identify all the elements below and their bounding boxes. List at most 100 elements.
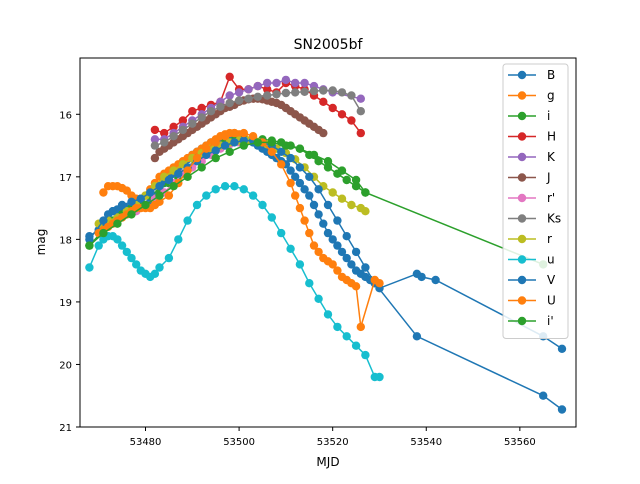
legend-entry: V bbox=[508, 273, 556, 287]
data-point bbox=[351, 282, 361, 291]
data-point bbox=[202, 191, 211, 200]
data-point bbox=[253, 92, 262, 102]
data-point bbox=[188, 107, 197, 116]
legend-label: J bbox=[546, 171, 551, 185]
data-point bbox=[356, 128, 365, 138]
legend-label: u bbox=[547, 253, 555, 267]
data-point bbox=[150, 135, 160, 144]
data-point bbox=[347, 260, 356, 269]
data-point bbox=[202, 144, 211, 153]
data-point bbox=[337, 166, 347, 175]
data-point bbox=[211, 185, 220, 194]
data-point bbox=[206, 107, 216, 116]
x-tick-label: 53520 bbox=[317, 437, 349, 448]
legend-label: H bbox=[547, 130, 556, 144]
data-point bbox=[150, 269, 160, 278]
data-point bbox=[183, 166, 192, 175]
data-point bbox=[244, 85, 253, 94]
data-point bbox=[85, 263, 94, 272]
legend-marker bbox=[517, 296, 527, 305]
data-point bbox=[347, 91, 356, 100]
x-tick-label: 53500 bbox=[223, 437, 255, 448]
x-axis-ticks: 53480 53500 53520 53540 53560 bbox=[130, 427, 536, 448]
data-point bbox=[178, 116, 188, 125]
axes-frame bbox=[79, 57, 577, 428]
legend-label: U bbox=[547, 294, 556, 308]
data-point bbox=[281, 88, 291, 98]
series-7 bbox=[150, 86, 365, 150]
data-point bbox=[361, 188, 370, 197]
data-point bbox=[286, 166, 295, 175]
data-point bbox=[361, 350, 370, 360]
data-point bbox=[253, 81, 262, 91]
data-point bbox=[160, 138, 169, 147]
data-point bbox=[281, 75, 291, 85]
data-point bbox=[305, 228, 314, 238]
data-point bbox=[99, 188, 108, 197]
legend-entry: r bbox=[508, 232, 552, 246]
data-point bbox=[342, 332, 351, 341]
legend-marker bbox=[517, 214, 527, 223]
x-tick-label: 53480 bbox=[130, 437, 162, 448]
legend-entry: u bbox=[508, 253, 555, 267]
data-point bbox=[160, 128, 169, 138]
data-point bbox=[220, 132, 230, 141]
data-point bbox=[295, 203, 305, 213]
legend-marker bbox=[517, 193, 527, 203]
series-9 bbox=[85, 182, 384, 382]
legend-label: i bbox=[547, 109, 550, 123]
data-point bbox=[127, 197, 136, 206]
data-point bbox=[136, 194, 145, 203]
data-point bbox=[155, 197, 164, 206]
data-point bbox=[314, 157, 323, 166]
data-point bbox=[351, 182, 361, 191]
data-point bbox=[319, 86, 328, 95]
data-point bbox=[309, 200, 319, 210]
data-point bbox=[150, 125, 160, 135]
data-point bbox=[342, 175, 351, 185]
data-point bbox=[356, 107, 365, 116]
legend-entry: Ks bbox=[508, 212, 561, 226]
y-tick-label: 20 bbox=[59, 360, 72, 371]
data-point bbox=[230, 128, 239, 138]
data-point bbox=[258, 200, 267, 210]
legend-entry: i' bbox=[508, 314, 554, 328]
data-point bbox=[183, 216, 192, 225]
data-point bbox=[328, 86, 337, 95]
legend-marker bbox=[517, 173, 527, 182]
y-tick-label: 21 bbox=[59, 423, 72, 434]
data-point bbox=[99, 228, 108, 238]
data-point bbox=[248, 191, 258, 200]
data-point bbox=[412, 332, 422, 341]
data-point bbox=[141, 200, 150, 210]
data-point bbox=[305, 279, 314, 288]
legend-entry: r' bbox=[508, 191, 555, 205]
data-point bbox=[309, 150, 319, 160]
data-point bbox=[319, 97, 328, 107]
legend-label: r bbox=[547, 232, 552, 246]
data-point bbox=[164, 253, 174, 263]
data-point bbox=[375, 372, 384, 382]
data-point bbox=[328, 235, 337, 244]
data-point bbox=[267, 147, 276, 156]
legend-marker bbox=[517, 132, 527, 141]
chart-title: SN2005bf bbox=[294, 37, 364, 53]
data-point bbox=[117, 200, 127, 210]
legend-marker bbox=[517, 152, 527, 162]
legend-entry: U bbox=[508, 294, 556, 308]
data-point bbox=[277, 228, 286, 238]
data-point bbox=[319, 128, 328, 138]
data-point bbox=[323, 157, 333, 166]
data-point bbox=[337, 247, 347, 257]
y-tick-label: 18 bbox=[59, 235, 72, 246]
data-point bbox=[183, 172, 192, 181]
data-point bbox=[150, 153, 160, 163]
x-tick-label: 53540 bbox=[410, 437, 442, 448]
data-point bbox=[356, 94, 365, 103]
legend-entry: i bbox=[508, 109, 550, 123]
data-point bbox=[239, 128, 248, 138]
data-point bbox=[220, 182, 230, 191]
legend-entry: g bbox=[508, 89, 555, 103]
data-point bbox=[286, 153, 295, 163]
data-point bbox=[319, 219, 328, 228]
